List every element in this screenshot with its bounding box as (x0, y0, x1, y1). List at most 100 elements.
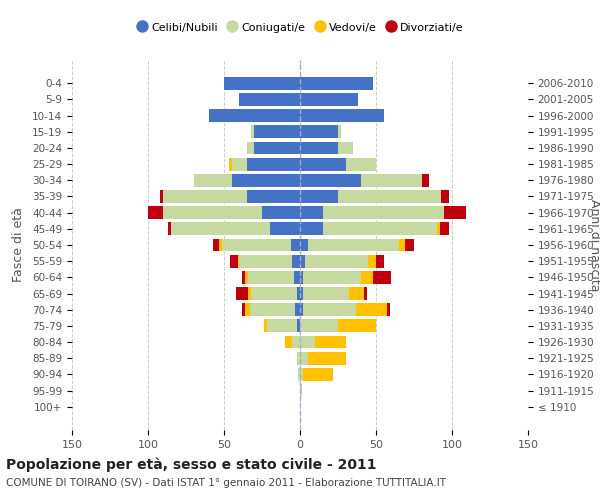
Bar (292, 254, 300, 268)
Bar (323, 206, 445, 219)
Text: Popolazione per età, sesso e stato civile - 2011: Popolazione per età, sesso e stato civil… (6, 458, 377, 472)
Bar (242, 303, 245, 316)
Bar (266, 320, 297, 332)
Bar (209, 109, 300, 122)
Bar (422, 174, 429, 187)
Bar (338, 126, 341, 138)
Bar (194, 174, 232, 187)
Bar (373, 271, 391, 284)
Bar (300, 93, 358, 106)
Bar (300, 254, 305, 268)
Bar (171, 222, 269, 235)
Bar (361, 174, 422, 187)
Bar (248, 287, 251, 300)
Bar (300, 320, 338, 332)
Bar (163, 206, 262, 219)
Bar (214, 238, 220, 252)
Y-axis label: Anni di nascita: Anni di nascita (589, 198, 600, 291)
Bar (247, 158, 300, 170)
Bar (247, 142, 254, 154)
Bar (386, 303, 389, 316)
Bar (308, 238, 399, 252)
Bar (294, 271, 300, 284)
Bar (323, 222, 437, 235)
Bar (298, 368, 300, 381)
Bar (305, 254, 368, 268)
Bar (300, 287, 303, 300)
Bar (405, 238, 414, 252)
Bar (239, 254, 292, 268)
Bar (160, 190, 163, 203)
Bar (300, 384, 302, 397)
Bar (300, 109, 383, 122)
Bar (300, 190, 338, 203)
Bar (224, 77, 300, 90)
Bar (300, 142, 338, 154)
Bar (238, 254, 239, 268)
Bar (223, 238, 291, 252)
Bar (251, 126, 254, 138)
Bar (356, 303, 386, 316)
Bar (368, 254, 376, 268)
Bar (297, 352, 300, 364)
Bar (303, 271, 361, 284)
Bar (220, 238, 223, 252)
Bar (168, 222, 171, 235)
Y-axis label: Fasce di età: Fasce di età (12, 208, 25, 282)
Bar (263, 320, 266, 332)
Bar (285, 336, 292, 348)
Bar (300, 336, 315, 348)
Bar (245, 271, 248, 284)
Bar (251, 287, 297, 300)
Bar (291, 238, 300, 252)
Bar (437, 222, 440, 235)
Bar (300, 206, 323, 219)
Text: COMUNE DI TOIRANO (SV) - Dati ISTAT 1° gennaio 2011 - Elaborazione TUTTITALIA.IT: COMUNE DI TOIRANO (SV) - Dati ISTAT 1° g… (6, 478, 446, 488)
Bar (364, 287, 367, 300)
Bar (338, 190, 442, 203)
Bar (248, 271, 294, 284)
Bar (232, 174, 300, 187)
Legend: Celibi/Nubili, Coniugati/e, Vedovi/e, Divorziati/e: Celibi/Nubili, Coniugati/e, Vedovi/e, Di… (132, 18, 468, 37)
Bar (338, 320, 376, 332)
Bar (247, 190, 300, 203)
Bar (399, 238, 405, 252)
Bar (163, 190, 247, 203)
Bar (242, 271, 245, 284)
Bar (239, 93, 300, 106)
Bar (230, 254, 238, 268)
Bar (300, 222, 323, 235)
Bar (442, 190, 449, 203)
Bar (269, 222, 300, 235)
Bar (300, 271, 303, 284)
Bar (300, 352, 308, 364)
Bar (300, 126, 338, 138)
Bar (346, 158, 376, 170)
Bar (445, 206, 466, 219)
Bar (148, 206, 163, 219)
Bar (292, 336, 300, 348)
Bar (245, 303, 250, 316)
Bar (361, 271, 373, 284)
Bar (295, 303, 300, 316)
Bar (376, 254, 383, 268)
Bar (300, 174, 361, 187)
Bar (300, 303, 303, 316)
Bar (262, 206, 300, 219)
Bar (315, 336, 346, 348)
Bar (232, 158, 247, 170)
Bar (250, 303, 295, 316)
Bar (236, 287, 248, 300)
Bar (303, 287, 349, 300)
Bar (229, 158, 232, 170)
Bar (300, 238, 308, 252)
Bar (349, 287, 364, 300)
Bar (440, 222, 449, 235)
Bar (297, 287, 300, 300)
Bar (300, 77, 373, 90)
Bar (303, 303, 356, 316)
Bar (297, 320, 300, 332)
Bar (254, 126, 300, 138)
Bar (300, 158, 346, 170)
Bar (254, 142, 300, 154)
